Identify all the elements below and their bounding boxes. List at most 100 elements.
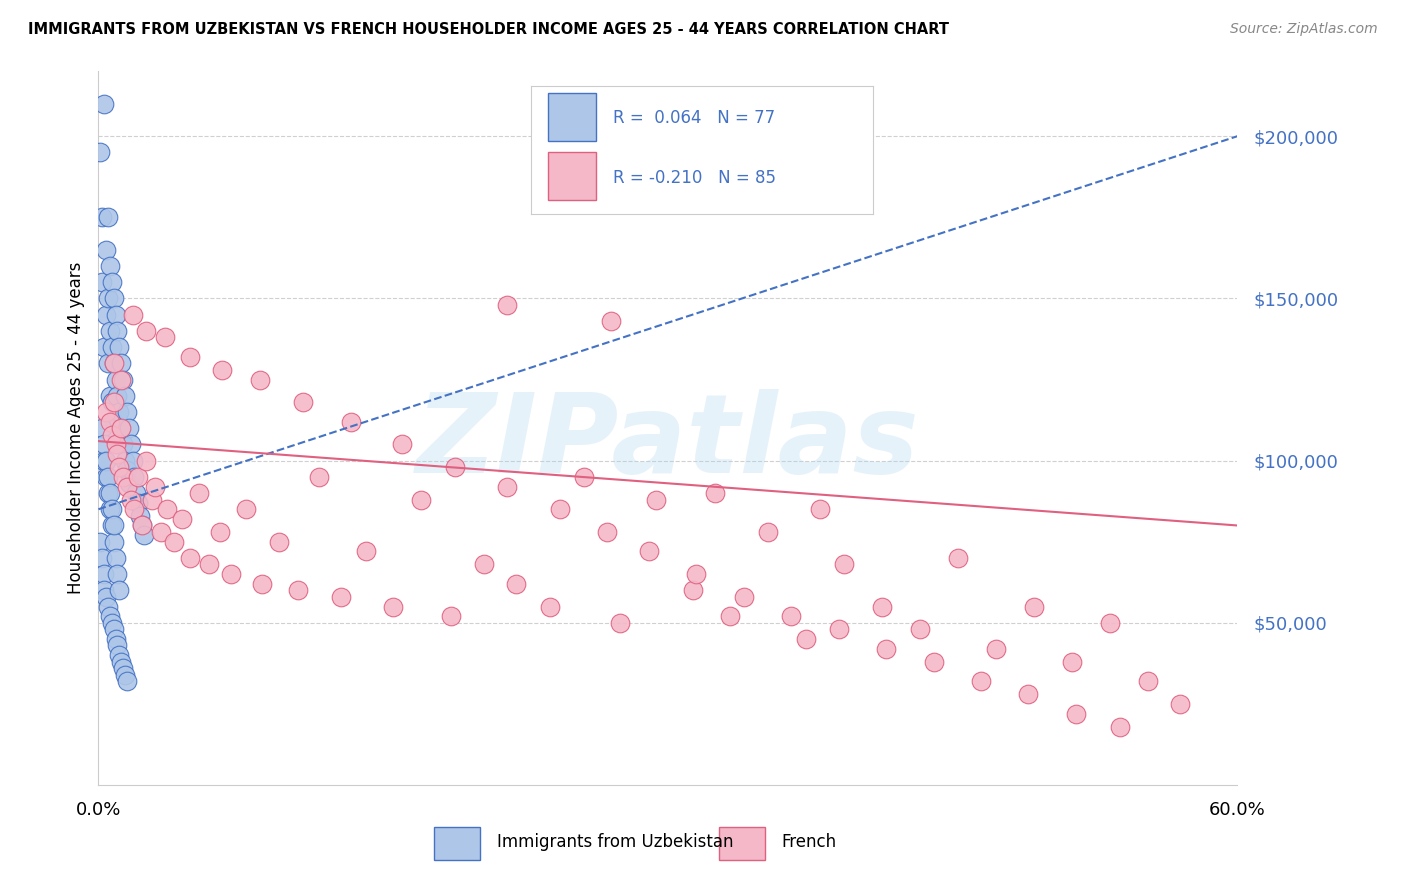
- Point: [444, 460, 467, 475]
- Point: [1099, 615, 1122, 630]
- Point: [110, 356, 132, 370]
- Point: [1170, 697, 1192, 711]
- Point: [112, 470, 135, 484]
- Point: [104, 632, 127, 646]
- Point: [153, 330, 176, 344]
- Text: Source: ZipAtlas.com: Source: ZipAtlas.com: [1230, 22, 1378, 37]
- Point: [948, 550, 970, 565]
- Point: [872, 599, 894, 614]
- Point: [107, 324, 129, 338]
- Point: [170, 512, 193, 526]
- Point: [104, 372, 127, 386]
- Point: [733, 590, 755, 604]
- Point: [98, 502, 121, 516]
- Point: [98, 486, 121, 500]
- Point: [120, 492, 142, 507]
- Point: [150, 524, 173, 539]
- Point: [103, 292, 125, 306]
- Point: [127, 470, 149, 484]
- Point: [97, 470, 120, 484]
- Point: [91, 421, 114, 435]
- Point: [808, 502, 831, 516]
- Point: [104, 427, 127, 442]
- Point: [780, 609, 803, 624]
- Point: [340, 415, 363, 429]
- Point: [107, 567, 129, 582]
- Point: [141, 492, 163, 507]
- Point: [108, 648, 131, 663]
- Point: [156, 502, 179, 516]
- Point: [1108, 720, 1130, 734]
- Y-axis label: Householder Income Ages 25 - 44 years: Householder Income Ages 25 - 44 years: [66, 262, 84, 594]
- Point: [104, 550, 127, 565]
- Point: [249, 372, 271, 386]
- Point: [267, 534, 290, 549]
- Point: [100, 395, 122, 409]
- Point: [108, 460, 131, 475]
- Point: [93, 96, 115, 111]
- Point: [89, 145, 111, 160]
- Point: [574, 470, 596, 484]
- Point: [115, 405, 138, 419]
- Point: [104, 437, 127, 451]
- Point: [875, 641, 897, 656]
- Point: [89, 534, 111, 549]
- Point: [94, 453, 117, 467]
- Point: [1064, 706, 1087, 721]
- Point: [110, 421, 132, 435]
- Point: [197, 558, 219, 572]
- Point: [638, 544, 661, 558]
- Point: [98, 415, 121, 429]
- Point: [100, 427, 122, 442]
- Point: [127, 496, 149, 510]
- Point: [118, 476, 141, 491]
- Point: [93, 583, 115, 598]
- Point: [495, 298, 517, 312]
- Point: [112, 437, 135, 451]
- Point: [97, 356, 120, 370]
- Point: [538, 599, 561, 614]
- Point: [685, 567, 707, 582]
- Point: [110, 655, 132, 669]
- Point: [135, 453, 157, 467]
- Point: [115, 463, 138, 477]
- Point: [103, 518, 125, 533]
- Point: [391, 437, 413, 451]
- Text: IMMIGRANTS FROM UZBEKISTAN VS FRENCH HOUSEHOLDER INCOME AGES 25 - 44 YEARS CORRE: IMMIGRANTS FROM UZBEKISTAN VS FRENCH HOU…: [28, 22, 949, 37]
- Point: [100, 340, 122, 354]
- Point: [250, 577, 273, 591]
- Point: [292, 395, 315, 409]
- Point: [94, 470, 117, 484]
- Point: [93, 567, 115, 582]
- Point: [1024, 599, 1046, 614]
- Point: [97, 292, 120, 306]
- Point: [118, 421, 141, 435]
- Point: [986, 641, 1008, 656]
- Point: [103, 415, 125, 429]
- Point: [103, 356, 125, 370]
- Point: [103, 356, 125, 370]
- Point: [91, 211, 114, 225]
- Point: [115, 674, 138, 689]
- Point: [110, 421, 132, 435]
- Point: [100, 615, 122, 630]
- Point: [97, 211, 120, 225]
- Point: [120, 437, 142, 451]
- Point: [98, 609, 121, 624]
- Point: [600, 314, 623, 328]
- Point: [354, 544, 377, 558]
- Point: [472, 558, 495, 572]
- Point: [505, 577, 527, 591]
- Point: [1018, 687, 1040, 701]
- Point: [645, 492, 668, 507]
- Point: [107, 437, 129, 451]
- Point: [411, 492, 433, 507]
- Point: [308, 470, 330, 484]
- Point: [287, 583, 309, 598]
- Point: [188, 486, 211, 500]
- Point: [828, 622, 851, 636]
- Point: [94, 405, 117, 419]
- Point: [107, 447, 129, 461]
- Point: [121, 308, 143, 322]
- Point: [112, 661, 135, 675]
